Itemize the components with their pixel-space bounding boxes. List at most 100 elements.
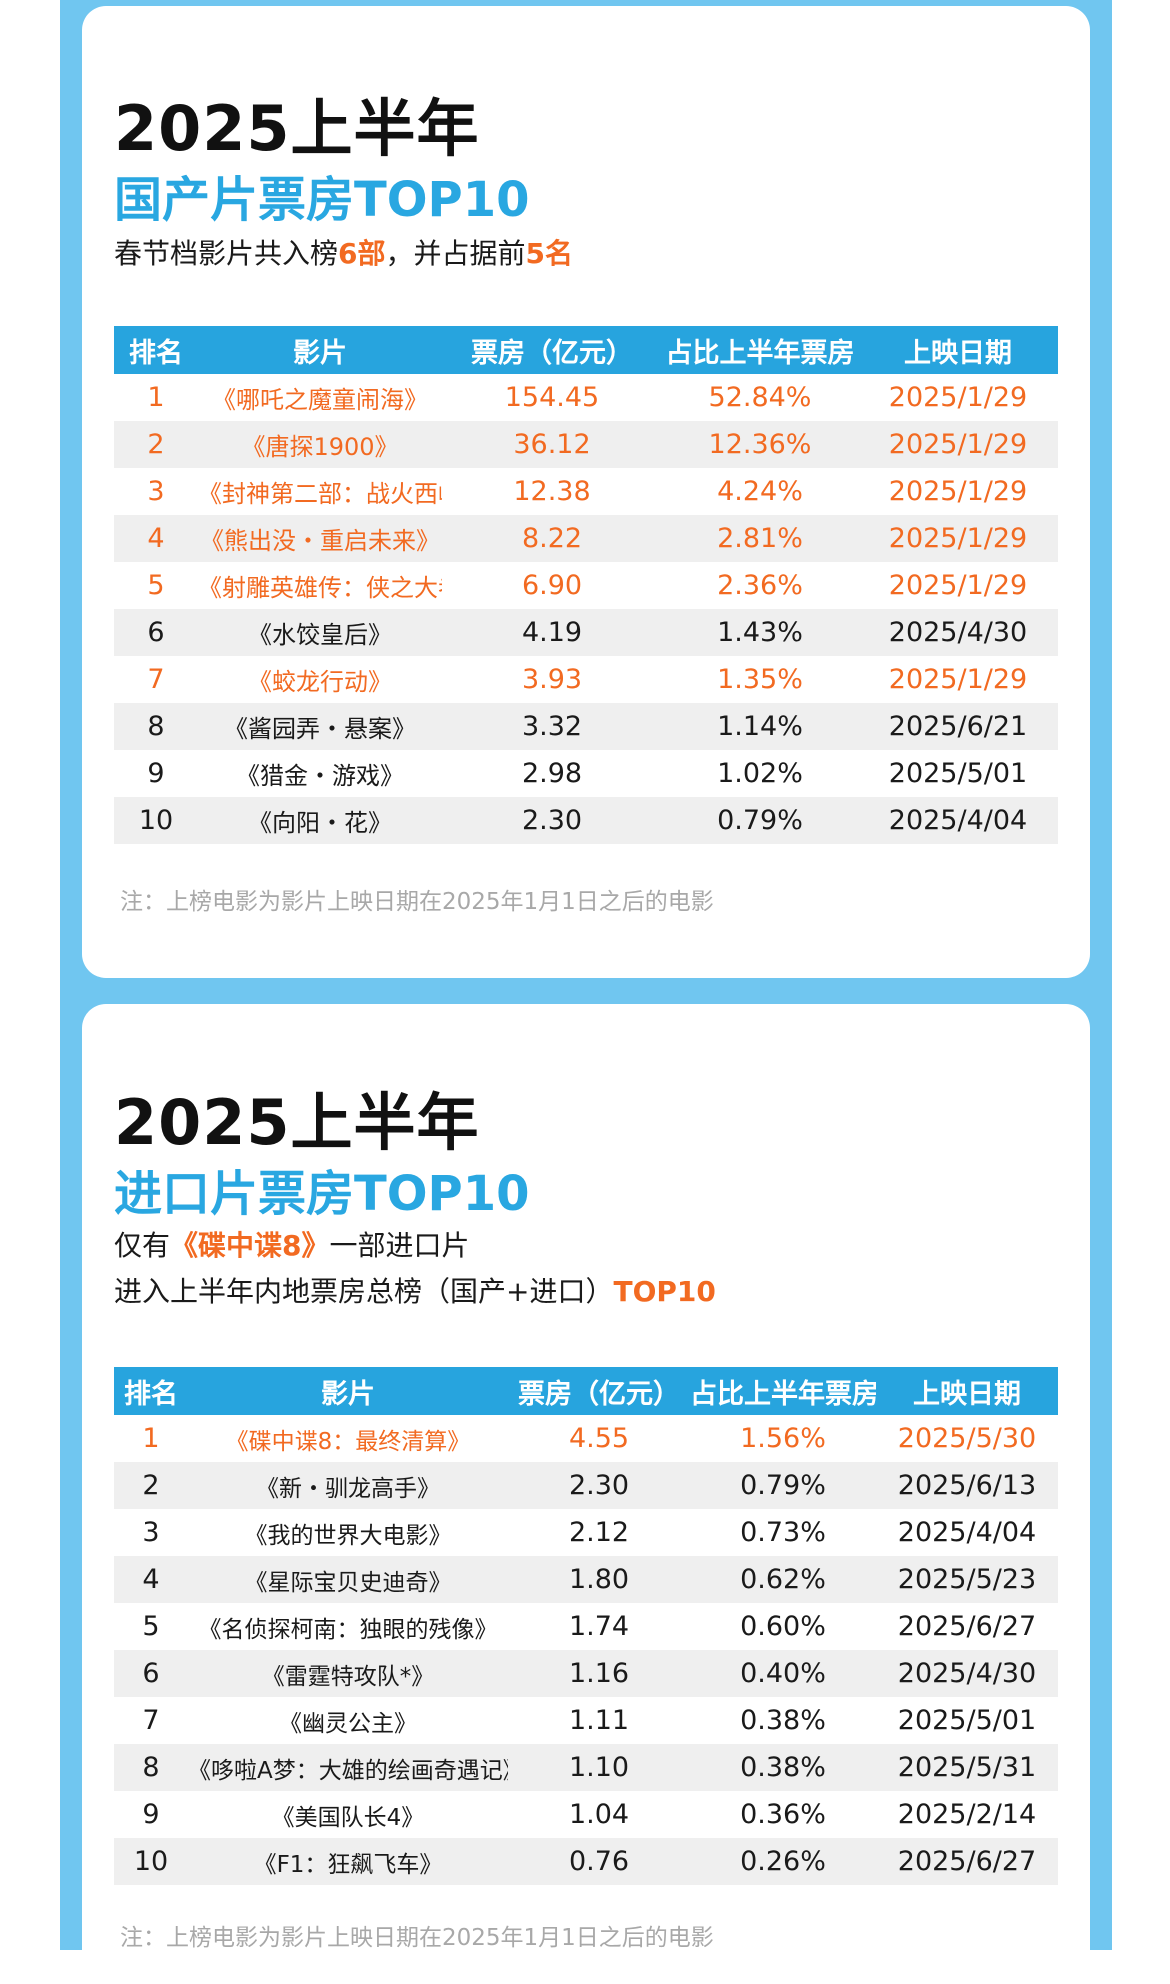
row-share: 0.38% xyxy=(740,1705,826,1736)
row-film: 《美国队长4》 xyxy=(271,1804,425,1831)
row-date: 2025/5/23 xyxy=(897,1564,1037,1595)
row-box-office: 2.30 xyxy=(568,1470,630,1501)
header-rank: 排名 xyxy=(129,337,183,369)
table-header: 排名 影片 票房（亿元） 占比上半年票房 上映日期 xyxy=(114,1367,1058,1415)
row-film: 《熊出没・重启未来》 xyxy=(200,527,440,555)
row-film: 《F1：狂飙飞车》 xyxy=(253,1851,443,1878)
row-film: 《碟中谍8：最终清算》 xyxy=(225,1428,471,1455)
imported-ranking-table: 排名 影片 票房（亿元） 占比上半年票房 上映日期 1 《碟中谍8：最终清算》 4.… xyxy=(114,1367,1058,1885)
row-box-office: 4.55 xyxy=(568,1423,630,1454)
row-rank: 4 xyxy=(147,523,165,554)
desc-highlight-rank: 5名 xyxy=(525,237,573,270)
table-row: 4 《星际宝贝史迪奇》 1.80 0.62% 2025/5/23 xyxy=(114,1556,1058,1603)
row-rank: 7 xyxy=(147,664,165,695)
desc-text: ，并占据前 xyxy=(385,237,526,270)
row-share: 0.40% xyxy=(740,1658,826,1689)
row-date: 2025/4/04 xyxy=(897,1517,1037,1548)
row-rank: 2 xyxy=(142,1470,160,1501)
row-share: 0.60% xyxy=(740,1611,826,1642)
section2-year-title: 2025上半年 xyxy=(114,1086,480,1159)
row-rank: 5 xyxy=(142,1611,160,1642)
desc-text: 一部进口片 xyxy=(329,1229,470,1262)
row-share: 0.79% xyxy=(740,1470,826,1501)
row-date: 2025/1/29 xyxy=(888,664,1028,695)
row-film: 《哆啦A梦：大雄的绘画奇遇记》 xyxy=(188,1757,508,1784)
row-share: 1.02% xyxy=(717,758,803,789)
row-share: 1.43% xyxy=(717,617,803,648)
section1-footnote: 注：上榜电影为影片上映日期在2025年1月1日之后的电影 xyxy=(120,889,714,915)
table-row: 6 《水饺皇后》 4.19 1.43% 2025/4/30 xyxy=(114,609,1058,656)
row-box-office: 2.12 xyxy=(568,1517,630,1548)
desc-highlight-top10: TOP10 xyxy=(613,1275,716,1308)
row-box-office: 1.10 xyxy=(568,1752,630,1783)
table-row: 5 《射雕英雄传：侠之大者》 6.90 2.36% 2025/1/29 xyxy=(114,562,1058,609)
row-share: 4.24% xyxy=(717,476,803,507)
table-row: 3 《我的世界大电影》 2.12 0.73% 2025/4/04 xyxy=(114,1509,1058,1556)
row-date: 2025/4/30 xyxy=(897,1658,1037,1689)
table-row: 3 《封神第二部：战火西岐》 12.38 4.24% 2025/1/29 xyxy=(114,468,1058,515)
domestic-box-office-card: 2025上半年 国产片票房TOP10 春节档影片共入榜6部，并占据前5名 排名 … xyxy=(82,6,1090,978)
row-rank: 4 xyxy=(142,1564,160,1595)
row-film: 《我的世界大电影》 xyxy=(244,1522,452,1549)
row-box-office: 6.90 xyxy=(521,570,583,601)
row-rank: 10 xyxy=(138,805,174,836)
table-row: 6 《雷霆特攻队*》 1.16 0.40% 2025/4/30 xyxy=(114,1650,1058,1697)
row-box-office: 1.16 xyxy=(568,1658,630,1689)
row-film: 《星际宝贝史迪奇》 xyxy=(244,1569,452,1596)
header-film: 影片 xyxy=(293,337,347,369)
section1-subtitle: 国产片票房TOP10 xyxy=(114,172,530,228)
domestic-ranking-table: 排名 影片 票房（亿元） 占比上半年票房 上映日期 1 《哪吒之魔童闹海》 154.… xyxy=(114,326,1058,844)
row-share: 0.62% xyxy=(740,1564,826,1595)
row-box-office: 2.30 xyxy=(521,805,583,836)
row-box-office: 3.32 xyxy=(521,711,583,742)
header-box-office: 票房（亿元） xyxy=(518,1378,680,1410)
row-share: 0.36% xyxy=(740,1799,826,1830)
row-film: 《酱园弄・悬案》 xyxy=(224,715,416,743)
table-row: 10 《向阳・花》 2.30 0.79% 2025/4/04 xyxy=(114,797,1058,844)
row-rank: 5 xyxy=(147,570,165,601)
row-box-office: 0.76 xyxy=(568,1846,630,1877)
section1-description: 春节档影片共入榜6部，并占据前5名 xyxy=(114,232,573,272)
row-film: 《水饺皇后》 xyxy=(248,621,392,649)
row-film: 《蛟龙行动》 xyxy=(248,668,392,696)
row-share: 2.81% xyxy=(717,523,803,554)
row-date: 2025/1/29 xyxy=(888,523,1028,554)
header-release-date: 上映日期 xyxy=(904,337,1012,369)
table-row: 7 《幽灵公主》 1.11 0.38% 2025/5/01 xyxy=(114,1697,1058,1744)
imported-box-office-card: 2025上半年 进口片票房TOP10 仅有《碟中谍8》一部进口片 进入上半年内地… xyxy=(82,1004,1090,1984)
row-date: 2025/5/31 xyxy=(897,1752,1037,1783)
row-box-office: 2.98 xyxy=(521,758,583,789)
desc-text: 春节档影片共入榜 xyxy=(114,237,339,270)
header-release-date: 上映日期 xyxy=(913,1378,1021,1410)
table-row: 2 《唐探1900》 36.12 12.36% 2025/1/29 xyxy=(114,421,1058,468)
row-box-office: 1.04 xyxy=(568,1799,630,1830)
row-date: 2025/6/27 xyxy=(897,1611,1037,1642)
row-share: 1.14% xyxy=(717,711,803,742)
desc-highlight-film: 《碟中谍8》 xyxy=(170,1229,330,1262)
row-share: 0.73% xyxy=(740,1517,826,1548)
row-date: 2025/5/01 xyxy=(888,758,1028,789)
row-share: 1.56% xyxy=(740,1423,826,1454)
row-rank: 3 xyxy=(142,1517,160,1548)
row-rank: 8 xyxy=(142,1752,160,1783)
table-row: 5 《名侦探柯南：独眼的残像》 1.74 0.60% 2025/6/27 xyxy=(114,1603,1058,1650)
row-rank: 2 xyxy=(147,429,165,460)
row-rank: 3 xyxy=(147,476,165,507)
row-rank: 10 xyxy=(133,1846,169,1877)
row-date: 2025/4/30 xyxy=(888,617,1028,648)
row-box-office: 1.80 xyxy=(568,1564,630,1595)
row-box-office: 8.22 xyxy=(521,523,583,554)
row-date: 2025/5/30 xyxy=(897,1423,1037,1454)
table-row: 10 《F1：狂飙飞车》 0.76 0.26% 2025/6/27 xyxy=(114,1838,1058,1885)
row-film: 《射雕英雄传：侠之大者》 xyxy=(198,574,442,602)
row-film: 《哪吒之魔童闹海》 xyxy=(212,386,428,414)
table-row: 1 《哪吒之魔童闹海》 154.45 52.84% 2025/1/29 xyxy=(114,374,1058,421)
table-row: 1 《碟中谍8：最终清算》 4.55 1.56% 2025/5/30 xyxy=(114,1415,1058,1462)
row-date: 2025/1/29 xyxy=(888,570,1028,601)
row-film: 《新・驯龙高手》 xyxy=(256,1475,440,1502)
row-share: 1.35% xyxy=(717,664,803,695)
desc-text: 仅有 xyxy=(114,1229,171,1262)
row-rank: 6 xyxy=(147,617,165,648)
table-row: 9 《美国队长4》 1.04 0.36% 2025/2/14 xyxy=(114,1791,1058,1838)
row-share: 0.26% xyxy=(740,1846,826,1877)
